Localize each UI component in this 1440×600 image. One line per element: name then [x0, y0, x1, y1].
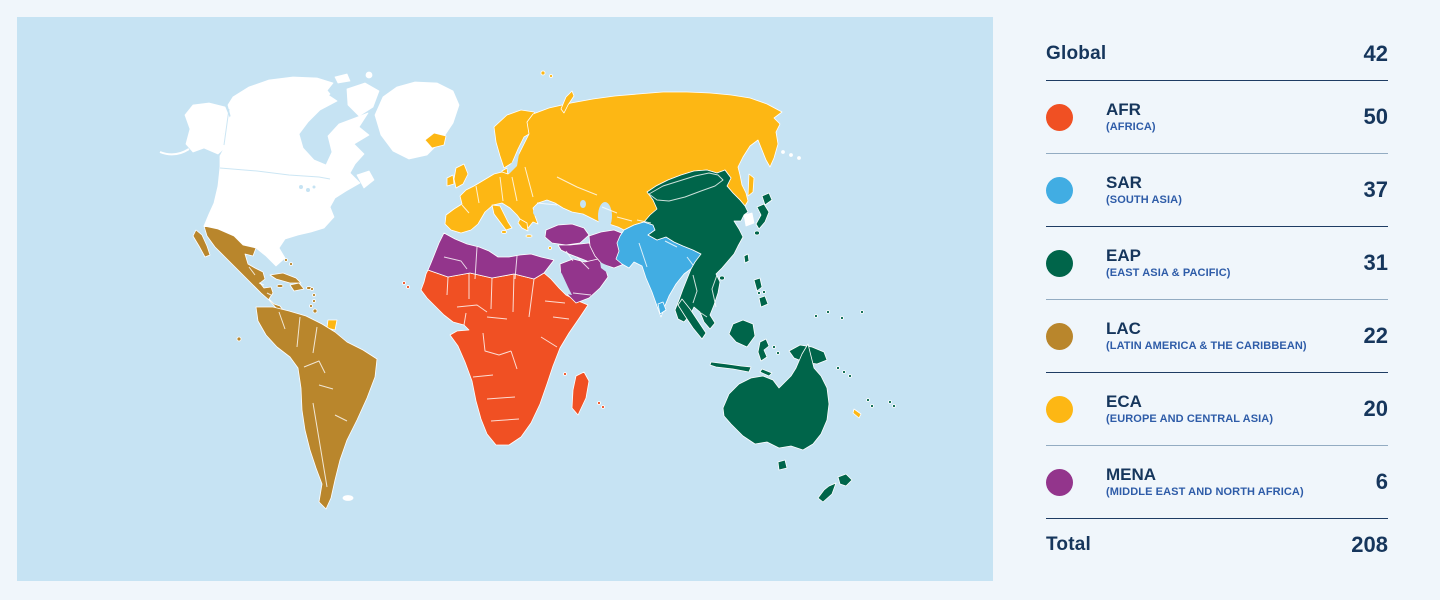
lac-name: (LATIN AMERICA & THE CARIBBEAN) [1106, 339, 1307, 352]
afr-color-dot [1046, 103, 1073, 131]
map-region-mena [427, 223, 627, 304]
map-region-afr [402, 269, 605, 446]
legend-row-sar: SAR (SOUTH ASIA) 37 [1046, 154, 1388, 226]
eca-name: (EUROPE AND CENTRAL ASIA) [1106, 412, 1274, 425]
global-value: 42 [1363, 41, 1388, 66]
legend-row-eap: EAP (EAST ASIA & PACIFIC) 31 [1046, 227, 1388, 299]
legend-row-mena: MENA (MIDDLE EAST AND NORTH AFRICA) 6 [1046, 446, 1388, 518]
total-value: 208 [1351, 532, 1388, 557]
sar-name: (SOUTH ASIA) [1106, 193, 1182, 206]
region-legend: Global 42 AFR (AFRICA) 50 SAR (SOUTH ASI… [1046, 28, 1388, 571]
eap-name: (EAST ASIA & PACIFIC) [1106, 266, 1231, 279]
eap-value: 31 [1363, 250, 1388, 275]
eap-color-dot [1046, 249, 1073, 277]
country-borders [248, 166, 724, 488]
lac-code: LAC [1106, 319, 1141, 339]
mena-code: MENA [1106, 465, 1157, 485]
world-map [159, 70, 896, 510]
divider [1046, 518, 1388, 519]
lac-color-dot [1046, 322, 1073, 350]
divider [1046, 226, 1388, 227]
afr-value: 50 [1363, 104, 1388, 129]
divider [1046, 372, 1388, 373]
global-label: Global [1046, 43, 1107, 64]
na-borders [219, 108, 331, 180]
mena-color-dot [1046, 468, 1073, 496]
total-label: Total [1046, 534, 1091, 555]
eca-color-dot [1046, 395, 1073, 423]
map-region-nonclient [159, 71, 801, 501]
eca-code: ECA [1106, 392, 1142, 412]
inland-seas [299, 148, 617, 295]
sar-color-dot [1046, 176, 1073, 204]
divider [1046, 299, 1388, 300]
lac-value: 22 [1363, 323, 1388, 348]
afr-code: AFR [1106, 100, 1141, 120]
world-map-panel [17, 17, 993, 581]
eca-value: 20 [1363, 396, 1388, 421]
eap-code: EAP [1106, 246, 1141, 266]
legend-header-global: Global 42 [1046, 28, 1388, 80]
divider [1046, 153, 1388, 154]
divider [1046, 80, 1388, 81]
map-region-eap [643, 169, 896, 503]
mena-value: 6 [1375, 469, 1388, 494]
map-region-eca [326, 70, 862, 419]
legend-row-eca: ECA (EUROPE AND CENTRAL ASIA) 20 [1046, 373, 1388, 445]
afr-name: (AFRICA) [1106, 120, 1156, 133]
sar-value: 37 [1363, 177, 1388, 202]
divider [1046, 445, 1388, 446]
legend-total: Total 208 [1046, 519, 1388, 571]
legend-row-lac: LAC (LATIN AMERICA & THE CARIBBEAN) 22 [1046, 300, 1388, 372]
sar-code: SAR [1106, 173, 1142, 193]
map-region-lac [192, 225, 378, 510]
mena-name: (MIDDLE EAST AND NORTH AFRICA) [1106, 485, 1304, 498]
legend-row-afr: AFR (AFRICA) 50 [1046, 81, 1388, 153]
